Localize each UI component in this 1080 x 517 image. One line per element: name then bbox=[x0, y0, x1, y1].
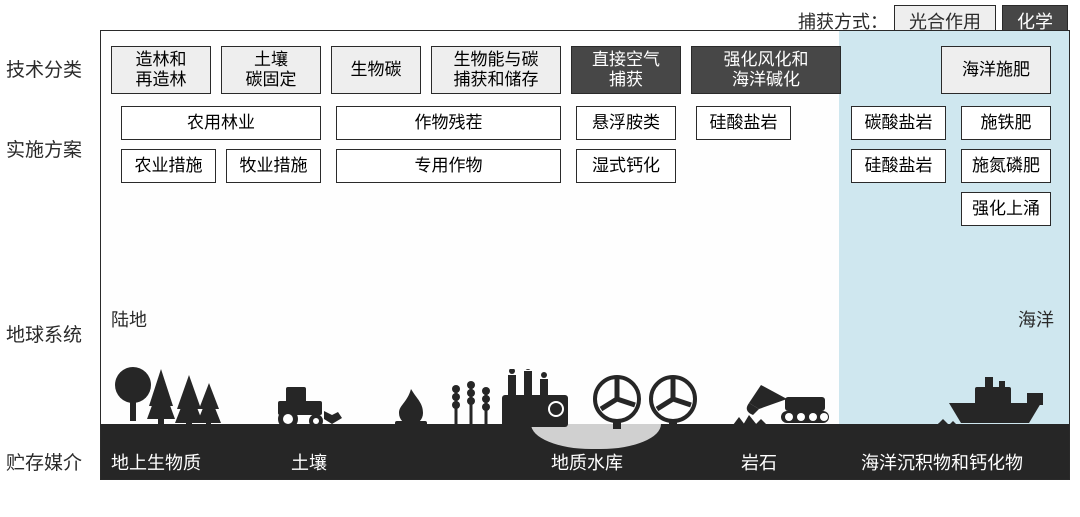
impl-np-fert: 施氮磷肥 bbox=[961, 149, 1051, 183]
tech-afforestation: 造林和再造林 bbox=[111, 46, 211, 94]
tech-biochar: 生物碳 bbox=[331, 46, 421, 94]
impl-dedicated-crops: 专用作物 bbox=[336, 149, 561, 183]
storage-oceansed: 海洋沉积物和钙化物 bbox=[861, 449, 1023, 475]
impl-carbonate: 碳酸盐岩 bbox=[851, 106, 946, 140]
fire-icon bbox=[391, 387, 431, 429]
system-ocean: 海洋 bbox=[1018, 306, 1054, 332]
tech-weathering: 强化风化和海洋碱化 bbox=[691, 46, 841, 94]
crops-icon bbox=[446, 381, 496, 429]
fans-icon bbox=[591, 373, 701, 429]
main-container: 造林和再造林 土壤碳固定 生物碳 生物能与碳捕获和储存 直接空气捕获 强化风化和… bbox=[100, 30, 1070, 480]
impl-agri-measures: 农业措施 bbox=[121, 149, 216, 183]
tractor-icon bbox=[266, 381, 346, 429]
tech-ocean-fert: 海洋施肥 bbox=[941, 46, 1051, 94]
impl-amines: 悬浮胺类 bbox=[576, 106, 676, 140]
impl-agroforestry: 农用林业 bbox=[121, 106, 321, 140]
storage-biomass: 地上生物质 bbox=[111, 449, 201, 475]
impl-crop-residue: 作物残茬 bbox=[336, 106, 561, 140]
impl-silicate-1: 硅酸盐岩 bbox=[696, 106, 791, 140]
storage-rock: 岩石 bbox=[741, 449, 777, 475]
storage-soil: 土壤 bbox=[291, 449, 327, 475]
rowlabel-storage: 贮存媒介 bbox=[0, 448, 90, 475]
factory-icon bbox=[496, 369, 576, 429]
storage-geowater: 地质水库 bbox=[551, 449, 623, 475]
ship-icon bbox=[931, 373, 1051, 429]
rowlabel-impl: 实施方案 bbox=[0, 135, 90, 162]
tech-soil-carbon: 土壤碳固定 bbox=[221, 46, 321, 94]
impl-silicate-2: 硅酸盐岩 bbox=[851, 149, 946, 183]
impl-iron-fert: 施铁肥 bbox=[961, 106, 1051, 140]
impl-livestock: 牧业措施 bbox=[226, 149, 321, 183]
rowlabel-system: 地球系统 bbox=[0, 320, 90, 347]
excavator-icon bbox=[731, 375, 841, 429]
rowlabel-tech: 技术分类 bbox=[0, 55, 90, 82]
system-land: 陆地 bbox=[111, 306, 147, 332]
trees-icon bbox=[111, 361, 221, 431]
tech-dac: 直接空气捕获 bbox=[571, 46, 681, 94]
tech-beccs: 生物能与碳捕获和储存 bbox=[431, 46, 561, 94]
impl-wet-calc: 湿式钙化 bbox=[576, 149, 676, 183]
impl-upwelling: 强化上涌 bbox=[961, 192, 1051, 226]
